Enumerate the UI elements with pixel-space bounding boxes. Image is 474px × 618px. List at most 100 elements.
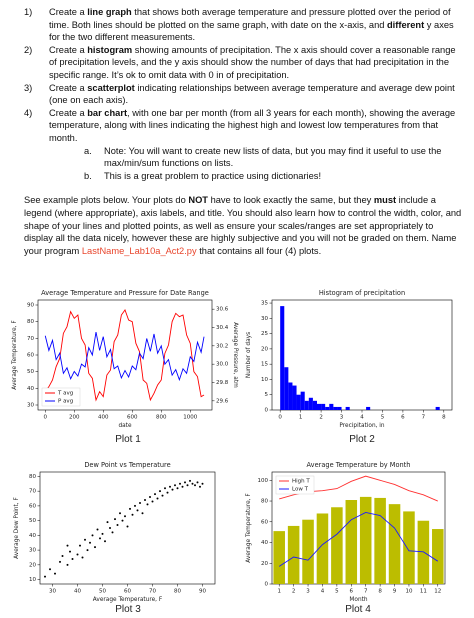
histogram-bar bbox=[321, 403, 326, 410]
scatter-point bbox=[116, 524, 119, 527]
x-tick-label: 3 bbox=[340, 415, 344, 421]
scatter-point bbox=[146, 503, 149, 506]
scatter-point bbox=[126, 525, 129, 528]
plot-area bbox=[39, 471, 216, 585]
scatter-point bbox=[179, 482, 181, 485]
x-tick-label: 4 bbox=[360, 415, 364, 421]
scatter-point bbox=[134, 504, 136, 507]
y-tick-label: 80 bbox=[29, 474, 36, 480]
histogram-bar bbox=[300, 391, 305, 410]
scatter-point bbox=[121, 519, 124, 522]
scatter-point bbox=[149, 496, 151, 499]
x-tick-label: 1 bbox=[277, 589, 281, 595]
scatter-point bbox=[189, 479, 191, 482]
scatter-point bbox=[49, 568, 51, 571]
histogram-bar bbox=[435, 406, 440, 410]
caption: Plot 2 bbox=[349, 434, 375, 445]
scatter-point bbox=[44, 575, 46, 578]
text: Create a bbox=[49, 107, 88, 118]
y-tick-label: 5 bbox=[265, 392, 269, 398]
y-axis-label: Average Temperature, F bbox=[246, 493, 252, 562]
scatter-point bbox=[171, 488, 174, 491]
bar bbox=[432, 529, 444, 584]
histogram-bar bbox=[308, 397, 313, 410]
bold-text: bar chart bbox=[87, 107, 128, 118]
x-tick-label: 0 bbox=[44, 415, 48, 421]
bar bbox=[388, 504, 401, 584]
text: that shows both average temperature and … bbox=[49, 7, 451, 30]
bar bbox=[331, 507, 343, 584]
histogram-bar bbox=[337, 406, 342, 410]
scatter-point bbox=[201, 482, 204, 485]
y2-tick-label: 30.2 bbox=[216, 343, 228, 349]
y-tick-label: 100 bbox=[258, 478, 269, 484]
scatter-point bbox=[184, 481, 186, 484]
y-axis-label: Number of days bbox=[246, 332, 252, 378]
x-tick-label: 800 bbox=[156, 415, 167, 421]
scatter-point bbox=[169, 485, 171, 488]
caption: Plot 4 bbox=[345, 604, 371, 615]
x-axis-label: Month bbox=[349, 597, 367, 603]
y-tick-label: 40 bbox=[29, 533, 36, 539]
x-tick-label: 7 bbox=[422, 415, 426, 421]
scatter-point bbox=[104, 540, 106, 543]
x-tick-label: 40 bbox=[74, 589, 81, 595]
plot-title: Dew Point vs Temperature bbox=[84, 461, 170, 469]
caption: Plot 3 bbox=[115, 604, 141, 615]
histogram-bar bbox=[325, 406, 330, 410]
bold-text: line graph bbox=[87, 7, 132, 17]
x-tick-label: 3 bbox=[306, 589, 310, 595]
x-tick-label: 2 bbox=[292, 589, 296, 595]
y-tick-label: 40 bbox=[27, 386, 34, 392]
y-tick-label: 35 bbox=[261, 301, 268, 307]
y-tick-label: 70 bbox=[27, 336, 34, 342]
scatter-point bbox=[161, 494, 164, 497]
scatter-point bbox=[66, 544, 69, 547]
bar bbox=[374, 497, 386, 584]
document: 1) Create a line graph that shows both av… bbox=[0, 6, 462, 257]
x-tick-label: 1 bbox=[299, 415, 303, 421]
histogram-bar bbox=[280, 306, 285, 410]
y-tick-label: 10 bbox=[261, 377, 268, 383]
series-line bbox=[44, 309, 205, 402]
y-tick-label: 15 bbox=[261, 362, 268, 368]
scatter-point bbox=[86, 549, 89, 552]
y-tick-label: 50 bbox=[27, 369, 34, 375]
x-tick-label: 10 bbox=[405, 589, 412, 595]
plot-title: Average Temperature and Pressure for Dat… bbox=[41, 289, 209, 297]
item-number: 3) bbox=[24, 82, 33, 93]
histogram-bar bbox=[292, 385, 297, 410]
x-tick-label: 6 bbox=[350, 589, 354, 595]
y-tick-label: 30 bbox=[29, 548, 36, 554]
scatter-point bbox=[76, 553, 79, 556]
y-tick-label: 50 bbox=[29, 518, 36, 524]
bar bbox=[302, 519, 314, 584]
text: showing amounts of precipitation. The x … bbox=[49, 44, 456, 80]
scatter-point bbox=[59, 560, 61, 563]
x-tick-label: 8 bbox=[378, 589, 382, 595]
scatter-point bbox=[111, 531, 114, 534]
item-number: 4) bbox=[24, 107, 33, 118]
series-line bbox=[44, 331, 205, 382]
text: include a legend (where appropriate), ax… bbox=[24, 195, 462, 256]
y-tick-label: 80 bbox=[27, 319, 34, 325]
note-letter: a. bbox=[84, 145, 92, 156]
text: Note: You will want to create new lists … bbox=[104, 145, 442, 169]
scatter-point bbox=[81, 556, 84, 559]
x-tick-label: 200 bbox=[69, 415, 80, 421]
plot-title: Average Temperature by Month bbox=[307, 461, 411, 469]
x-tick-label: 12 bbox=[434, 589, 441, 595]
y-axis-label: Average Dew Point, F bbox=[14, 497, 20, 559]
instruction: 3) Create a scatterplot indicating relati… bbox=[0, 82, 462, 107]
x-tick-label: 5 bbox=[381, 415, 385, 421]
text: Create a bbox=[49, 82, 88, 93]
scatter-point bbox=[154, 493, 156, 496]
legend-label: T avg bbox=[57, 391, 73, 397]
legend-label: Low T bbox=[292, 487, 309, 493]
x-tick-label: 0 bbox=[278, 415, 282, 421]
histogram-bar bbox=[284, 367, 289, 410]
x-axis-label: date bbox=[118, 423, 132, 429]
